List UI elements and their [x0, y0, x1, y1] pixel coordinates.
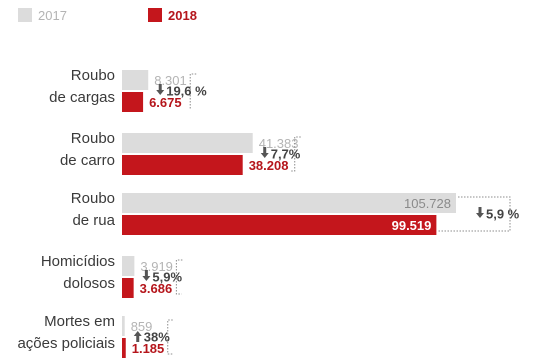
- bar-2017-4: [122, 316, 125, 336]
- category-label-0: Roubo de cargas: [49, 67, 115, 106]
- value-label-2017-4: 859: [131, 319, 153, 334]
- change-arrow-up-icon: [133, 331, 142, 342]
- legend: 2017 2018: [18, 8, 197, 23]
- bar-2018-1: [122, 155, 243, 175]
- value-label-2018-3: 3.686: [140, 281, 173, 296]
- bar-2018-0: [122, 92, 144, 112]
- change-bracket-1: [290, 136, 301, 172]
- bar-2018-2: [122, 215, 437, 235]
- change-arrow-down-icon: [260, 147, 269, 158]
- change-arrow-down-icon: [476, 207, 484, 218]
- legend-label-2018: 2018: [168, 8, 197, 23]
- bar-2017-1: [122, 133, 253, 153]
- bar-2017-0: [122, 70, 149, 90]
- value-label-2018-4: 1.185: [132, 341, 165, 356]
- value-label-2018-1: 38.208: [249, 158, 289, 173]
- legend-swatch-2018: [148, 8, 162, 22]
- change-bracket-4: [167, 319, 174, 355]
- bar-2018-3: [122, 278, 134, 298]
- category-label-2: Roubo de rua: [71, 190, 116, 229]
- value-label-2018-0: 6.675: [149, 95, 182, 110]
- value-label-2017-2: 105.728: [404, 196, 451, 211]
- bar-2018-4: [122, 338, 126, 358]
- legend-swatch-2017: [18, 8, 32, 22]
- category-label-3: Homicídios dolosos: [41, 253, 115, 292]
- change-label-3: 5,9%: [152, 270, 182, 285]
- bar-2017-3: [122, 256, 135, 276]
- change-bracket-3: [175, 259, 183, 295]
- value-label-2017-1: 41.383: [259, 136, 299, 151]
- category-label-4: Mortes em ações policiais: [17, 313, 115, 352]
- legend-label-2017: 2017: [38, 8, 67, 23]
- change-label-0: 19,6 %: [166, 84, 207, 99]
- change-label-4: 38%: [144, 330, 170, 345]
- value-label-2018-2: 99.519: [392, 218, 432, 233]
- change-bracket-0: [189, 73, 197, 109]
- change-bracket-2: [438, 196, 511, 232]
- value-label-2017-3: 3.919: [140, 259, 173, 274]
- change-arrow-down-icon: [142, 270, 151, 281]
- change-label-1: 7,7%: [271, 147, 301, 162]
- change-label-2: 5,9 %: [486, 207, 520, 222]
- category-label-1: Roubo de carro: [60, 130, 115, 169]
- change-arrow-down-icon: [156, 84, 165, 95]
- value-label-2017-0: 8.301: [154, 73, 187, 88]
- bar-2017-2: [122, 193, 456, 213]
